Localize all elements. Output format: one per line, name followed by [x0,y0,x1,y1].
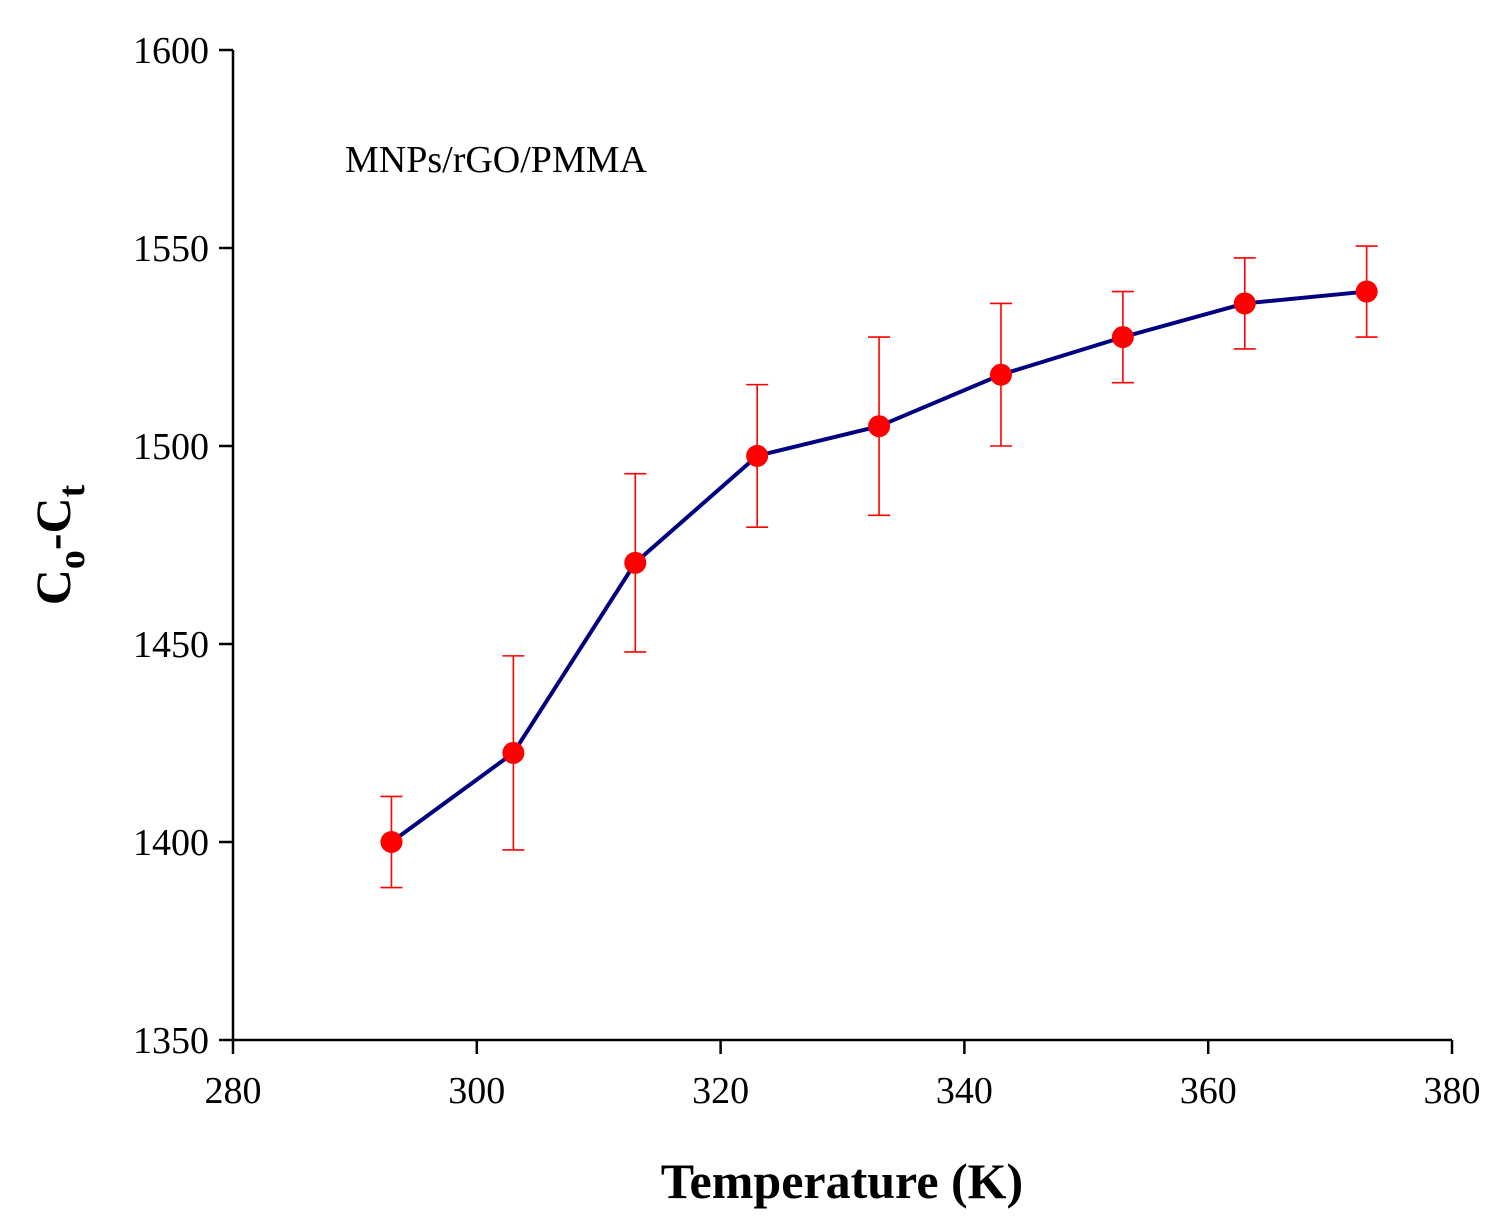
x-tick-label: 380 [1424,1070,1481,1112]
data-point [1111,326,1134,349]
y-axis-title-sub-o: o [51,550,93,569]
y-tick-label: 1400 [133,822,209,864]
data-point [868,415,891,438]
data-point [746,444,769,467]
x-tick-label: 340 [936,1070,993,1112]
y-tick-label: 1350 [133,1020,209,1062]
y-axis-title-c2: C [25,497,81,533]
x-axis-title: Temperature (K) [661,1153,1023,1209]
axes [231,50,1452,1042]
error-bars [380,245,1378,889]
y-axis-title-sub-t: t [51,484,93,497]
data-point [989,363,1012,386]
x-tick-label: 360 [1180,1070,1237,1112]
y-ticks: 1350 1400 1450 1500 1550 1600 [133,30,233,1062]
y-axis-title-dash: - [25,534,81,551]
x-tick-label: 300 [448,1070,505,1112]
x-tick-label: 280 [205,1070,262,1112]
x-tick-label: 320 [692,1070,749,1112]
data-point [624,551,647,574]
y-axis-title-c1: C [25,569,81,605]
chart-annotation: MNPs/rGO/PMMA [345,139,648,181]
x-ticks: 280 300 320 340 360 380 [205,1040,1481,1112]
y-tick-label: 1450 [133,624,209,666]
data-point [1233,292,1256,315]
data-point [502,741,525,764]
y-tick-label: 1500 [133,426,209,468]
y-tick-label: 1600 [133,30,209,72]
y-tick-label: 1550 [133,228,209,270]
data-points [380,280,1378,853]
data-point [1355,280,1378,303]
data-point [380,831,403,853]
y-axis-title: Co-Ct [25,484,93,605]
